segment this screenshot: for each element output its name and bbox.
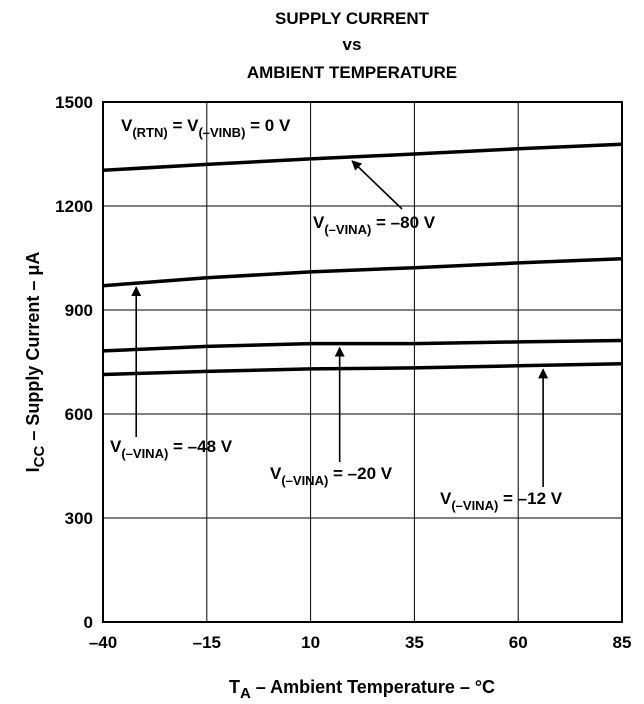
arrow-vina80 xyxy=(351,160,403,210)
x-tick-labels: –40 –15 10 35 60 85 xyxy=(89,633,632,652)
y-tick-label: 600 xyxy=(65,405,93,424)
annotation-vina12: V(–VINA) = –12 V xyxy=(440,489,563,513)
title-line-1: SUPPLY CURRENT xyxy=(275,9,430,28)
title-line-2: vs xyxy=(343,35,362,54)
x-tick-label: 35 xyxy=(405,633,424,652)
plot-area-frame xyxy=(102,101,623,623)
grid xyxy=(103,102,622,622)
annotation-vina80: V(–VINA) = –80 V xyxy=(313,213,436,237)
series-line-1 xyxy=(102,142,623,173)
y-tick-label: 0 xyxy=(84,613,93,632)
x-tick-label: –15 xyxy=(193,633,221,652)
series-lines xyxy=(102,142,623,377)
x-tick-label: 60 xyxy=(509,633,528,652)
annotations: V(RTN) = V(–VINB) = 0 V V(–VINA) = –80 V V… xyxy=(110,116,563,513)
annotation-rtn: V(RTN) = V(–VINB) = 0 V xyxy=(121,116,291,140)
chart-title: SUPPLY CURRENT vs AMBIENT TEMPERATURE xyxy=(247,9,457,82)
y-tick-label: 1200 xyxy=(55,197,93,216)
y-tick-label: 300 xyxy=(65,509,93,528)
title-line-3: AMBIENT TEMPERATURE xyxy=(247,63,457,82)
y-tick-labels: 0 300 600 900 1200 1500 xyxy=(55,93,93,632)
x-tick-label: –40 xyxy=(89,633,117,652)
series-line-2 xyxy=(102,256,623,288)
x-tick-label: 85 xyxy=(613,633,632,652)
annotation-vina48: V(–VINA) = –48 V xyxy=(110,437,233,461)
series-line-3 xyxy=(102,338,623,353)
x-tick-label: 10 xyxy=(301,633,320,652)
y-tick-label: 1500 xyxy=(55,93,93,112)
y-tick-label: 900 xyxy=(65,301,93,320)
series-line-4 xyxy=(102,361,623,377)
x-axis-label: TA – Ambient Temperature – °C xyxy=(229,677,495,702)
annotation-vina20: V(–VINA) = –20 V xyxy=(270,464,393,488)
y-axis-label: ICC – Supply Current – μA xyxy=(23,252,48,473)
